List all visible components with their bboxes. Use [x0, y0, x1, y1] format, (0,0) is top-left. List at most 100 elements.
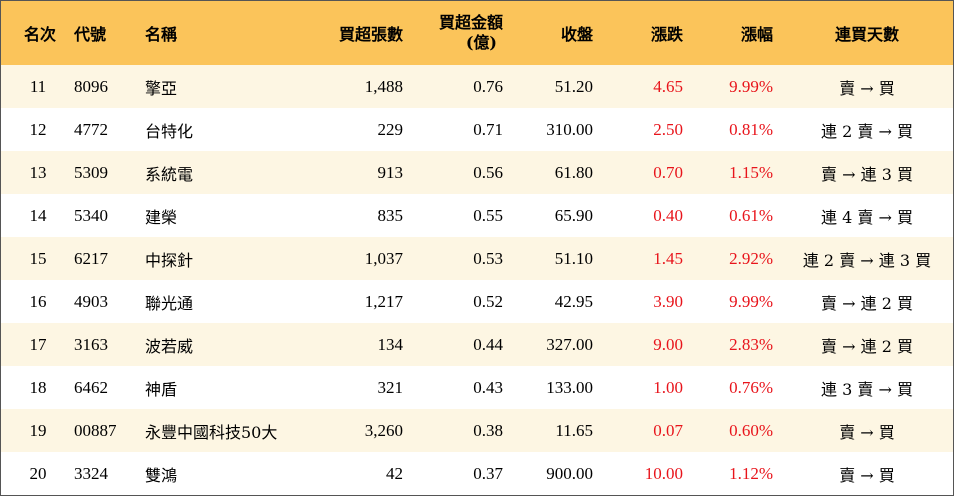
cell-volume: 229	[377, 119, 404, 139]
cell-days: 連 2 賣 → 買	[821, 121, 913, 141]
cell-amount: 0.53	[473, 248, 503, 268]
cell-name: 聯光通	[145, 293, 194, 313]
header-close: 收盤	[560, 25, 593, 44]
table-row: 18 6462 神盾 321 0.43 133.00 1.00 0.76% 連 3 賣 → 買	[1, 366, 953, 409]
cell-pct: 0.81%	[729, 119, 773, 139]
cell-code: 5309	[74, 162, 108, 182]
cell-name: 系統電	[145, 164, 194, 184]
cell-rank: 19	[29, 420, 47, 440]
header-change: 漲跌	[650, 25, 683, 44]
cell-code: 6217	[74, 248, 108, 268]
cell-change: 0.70	[653, 162, 683, 182]
cell-change: 1.45	[653, 248, 683, 268]
table-row: 12 4772 台特化 229 0.71 310.00 2.50 0.81% 連 2 賣 → 買	[1, 108, 953, 151]
cell-code: 6462	[74, 377, 108, 397]
cell-close: 310.00	[546, 119, 593, 139]
cell-days: 賣 → 連 3 買	[821, 164, 913, 184]
cell-volume: 1,217	[364, 291, 403, 311]
cell-days: 賣 → 買	[839, 465, 895, 485]
cell-pct: 0.76%	[729, 377, 773, 397]
header-amount: 買超金額 (億)	[421, 1, 503, 65]
cell-days: 賣 → 買	[839, 422, 895, 442]
cell-close: 65.90	[554, 205, 593, 225]
cell-amount: 0.38	[473, 420, 503, 440]
header-pct: 漲幅	[740, 25, 773, 44]
cell-rank: 12	[29, 119, 47, 139]
cell-volume: 913	[377, 162, 404, 182]
cell-rank: 16	[29, 291, 47, 311]
cell-pct: 1.12%	[729, 463, 773, 483]
table-row: 20 3324 雙鴻 42 0.37 900.00 10.00 1.12% 賣 → 買	[1, 452, 953, 495]
cell-rank: 20	[29, 463, 47, 483]
table-row: 16 4903 聯光通 1,217 0.52 42.95 3.90 9.99% 賣 → 連 2 …	[1, 280, 953, 323]
cell-change: 3.90	[653, 291, 683, 311]
cell-close: 11.65	[555, 420, 593, 440]
cell-change: 2.50	[653, 119, 683, 139]
cell-rank: 11	[29, 76, 47, 96]
cell-name: 中探針	[145, 250, 194, 270]
cell-change: 0.07	[653, 420, 683, 440]
cell-change: 4.65	[653, 76, 683, 96]
cell-days: 連 2 賣 → 連 3 買	[802, 250, 932, 270]
table-header: 名次 代號 名稱 買超張數 買超金額 (億) 收盤 漲跌 漲幅 連買天數	[1, 1, 953, 65]
cell-name: 雙鴻	[145, 465, 178, 485]
cell-volume: 1,488	[364, 76, 403, 96]
cell-close: 61.80	[554, 162, 593, 182]
cell-code: 4903	[74, 291, 108, 311]
table-row: 15 6217 中探針 1,037 0.53 51.10 1.45 2.92% 連 2 賣 → …	[1, 237, 953, 280]
cell-amount: 0.76	[473, 76, 503, 96]
cell-name: 波若威	[145, 336, 194, 356]
cell-rank: 13	[29, 162, 47, 182]
cell-volume: 1,037	[364, 248, 403, 268]
cell-change: 10.00	[644, 463, 683, 483]
cell-close: 327.00	[546, 334, 593, 354]
cell-volume: 321	[377, 377, 404, 397]
cell-pct: 0.60%	[729, 420, 773, 440]
cell-amount: 0.55	[473, 205, 503, 225]
cell-close: 42.95	[554, 291, 593, 311]
cell-rank: 18	[29, 377, 47, 397]
cell-volume: 835	[377, 205, 404, 225]
cell-rank: 15	[29, 248, 47, 268]
cell-pct: 1.15%	[729, 162, 773, 182]
cell-code: 3324	[74, 463, 108, 483]
cell-amount: 0.37	[473, 463, 503, 483]
cell-rank: 17	[29, 334, 47, 354]
header-amount-line1: 買超金額	[438, 13, 503, 32]
cell-close: 51.20	[554, 76, 593, 96]
cell-code: 5340	[74, 205, 108, 225]
cell-pct: 9.99%	[729, 76, 773, 96]
cell-amount: 0.44	[473, 334, 503, 354]
cell-volume: 3,260	[364, 420, 403, 440]
cell-days: 賣 → 買	[839, 78, 895, 98]
cell-change: 9.00	[653, 334, 683, 354]
table-row: 13 5309 系統電 913 0.56 61.80 0.70 1.15% 賣 → 連 3 買	[1, 151, 953, 194]
cell-change: 0.40	[653, 205, 683, 225]
cell-code: 3163	[74, 334, 108, 354]
cell-pct: 9.99%	[729, 291, 773, 311]
cell-name: 建榮	[145, 207, 178, 227]
cell-amount: 0.52	[473, 291, 503, 311]
header-volume: 買超張數	[338, 25, 403, 44]
cell-volume: 42	[386, 463, 403, 483]
cell-amount: 0.71	[473, 119, 503, 139]
cell-days: 賣 → 連 2 買	[821, 293, 913, 313]
cell-amount: 0.43	[473, 377, 503, 397]
table-body: 11 8096 擎亞 1,488 0.76 51.20 4.65 9.99% 賣 → 買 12 47…	[1, 65, 953, 495]
cell-days: 連 3 賣 → 買	[821, 379, 913, 399]
cell-name: 擎亞	[145, 78, 178, 98]
header-rank: 名次	[23, 25, 56, 44]
table-row: 14 5340 建榮 835 0.55 65.90 0.40 0.61% 連 4 賣 → 買	[1, 194, 953, 237]
cell-close: 133.00	[546, 377, 593, 397]
cell-days: 連 4 賣 → 買	[821, 207, 913, 227]
cell-rank: 14	[29, 205, 47, 225]
header-code: 代號	[74, 25, 107, 44]
cell-volume: 134	[377, 334, 404, 354]
header-amount-line2: (億)	[465, 33, 497, 52]
table-row: 19 00887 永豐中國科技50大 3,260 0.38 11.65 0.07 0.60% 賣…	[1, 409, 953, 452]
cell-pct: 2.92%	[729, 248, 773, 268]
cell-amount: 0.56	[473, 162, 503, 182]
cell-name: 神盾	[145, 379, 178, 399]
cell-name: 台特化	[145, 121, 194, 141]
